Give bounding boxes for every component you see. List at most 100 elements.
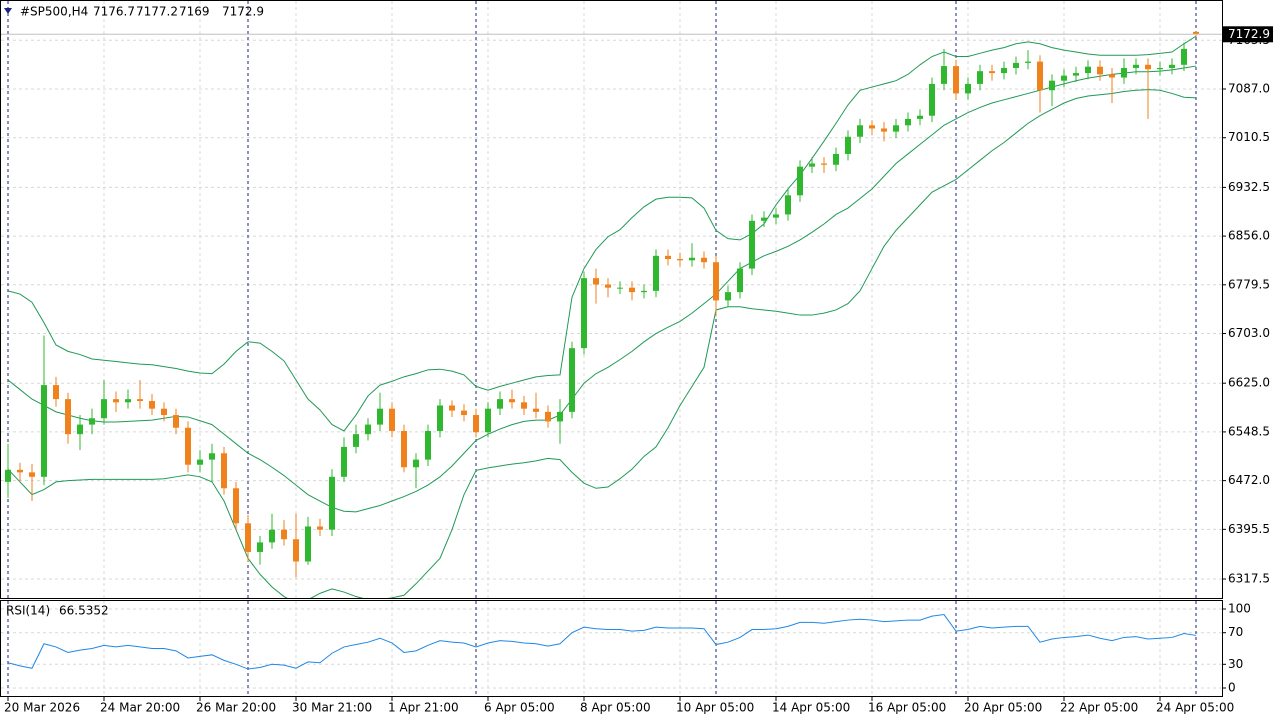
candle-body [725, 292, 731, 301]
candle-body [989, 71, 995, 74]
candle-body [485, 408, 491, 433]
candle-body [833, 153, 839, 165]
candle-body [1001, 67, 1007, 74]
candle-body [749, 220, 755, 269]
candle-body [137, 399, 143, 402]
candle-body [509, 399, 515, 403]
candle-body [221, 453, 227, 489]
candle-body [689, 257, 695, 261]
candle-body [521, 402, 527, 409]
y-tick-label: 6625.0 [1228, 376, 1270, 390]
chart-title: #SP500,H4 [20, 5, 88, 19]
candle-body [113, 399, 119, 403]
x-tick-label: 20 Apr 05:00 [964, 701, 1042, 715]
y-tick-label: 6932.5 [1228, 180, 1270, 194]
candle-body [77, 424, 83, 435]
candle-body [1145, 64, 1151, 70]
candle-body [533, 408, 539, 412]
candle-body [893, 125, 899, 132]
rsi-tick-label: 30 [1228, 657, 1243, 671]
candle-body [425, 430, 431, 460]
y-tick-label: 6703.0 [1228, 326, 1270, 340]
candle-body [665, 255, 671, 260]
x-tick-label: 8 Apr 05:00 [580, 701, 651, 715]
candle-body [1085, 66, 1091, 74]
candle-body [41, 385, 47, 477]
candle-body [869, 125, 875, 129]
candle-body [209, 453, 215, 460]
x-tick-label: 1 Apr 21:00 [388, 701, 459, 715]
current-price-box [1223, 26, 1273, 43]
candle-body [281, 529, 287, 540]
candle-body [389, 408, 395, 431]
candle-body [437, 405, 443, 431]
y-tick-label: 6548.5 [1228, 424, 1270, 438]
candle-body [713, 262, 719, 301]
candle-body [785, 195, 791, 215]
candle-body [5, 469, 11, 482]
x-tick-label: 16 Apr 05:00 [868, 701, 946, 715]
candle-body [1157, 67, 1163, 70]
candle-body [593, 278, 599, 285]
candle-body [605, 284, 611, 288]
candle-body [329, 476, 335, 530]
y-tick-label: 6779.5 [1228, 277, 1270, 291]
ohlc-open: 7176.7 [93, 5, 135, 19]
candle-body [341, 446, 347, 477]
candle-body [353, 434, 359, 447]
x-tick-label: 6 Apr 05:00 [484, 701, 555, 715]
x-tick-label: 26 Mar 20:00 [196, 701, 276, 715]
candle-body [953, 66, 959, 94]
x-tick-label: 24 Apr 05:00 [1156, 701, 1234, 715]
candle-body [941, 66, 947, 84]
menu-arrow[interactable] [4, 8, 12, 14]
rsi-value: 66.5352 [59, 604, 109, 618]
current-price-label: 7172.9 [1228, 27, 1270, 41]
candle-body [317, 526, 323, 530]
candle-body [497, 399, 503, 409]
candle-body [473, 415, 479, 433]
candle-body [917, 115, 923, 119]
candle-body [821, 163, 827, 165]
candle-body [809, 163, 815, 167]
candle-body [569, 348, 575, 412]
candle-body [29, 472, 35, 477]
candle-body [233, 488, 239, 524]
y-tick-label: 6395.5 [1228, 522, 1270, 536]
candle-body [857, 125, 863, 137]
candle-body [1061, 75, 1067, 81]
candle-body [269, 529, 275, 543]
x-tick-label: 30 Mar 21:00 [292, 701, 372, 715]
candle-body [1169, 64, 1175, 68]
candle-body [413, 459, 419, 468]
rsi-line [7, 613, 1197, 670]
candle-body [797, 166, 803, 196]
candle-body [653, 255, 659, 291]
rsi-area [7, 613, 1197, 670]
ohlc-high: 7177.2 [136, 5, 178, 19]
x-tick-label: 14 Apr 05:00 [772, 701, 850, 715]
candle-body [929, 83, 935, 116]
candle-body [761, 217, 767, 221]
rsi-label: RSI(14) [6, 604, 50, 618]
x-tick-label: 24 Mar 20:00 [100, 701, 180, 715]
candle-body [701, 257, 707, 263]
candle-body [1073, 73, 1079, 76]
y-tick-label: 7087.0 [1228, 81, 1270, 95]
rsi-tick-label: 0 [1228, 680, 1236, 694]
candle-body [1025, 61, 1031, 63]
x-tick-label: 20 Mar 2026 [4, 701, 80, 715]
candle-body [737, 268, 743, 293]
candle-body [401, 430, 407, 468]
candle-body [1193, 31, 1199, 35]
candle-body [17, 469, 23, 473]
candle-body [293, 539, 299, 562]
price-area [5, 31, 1199, 598]
candle-body [377, 408, 383, 425]
candle-body [1037, 61, 1043, 91]
rsi-tick-label: 100 [1228, 602, 1251, 616]
candle-body [1097, 66, 1103, 75]
candle-body [461, 410, 467, 416]
main-panel [0, 0, 1223, 599]
y-tick-label: 6472.0 [1228, 473, 1270, 487]
